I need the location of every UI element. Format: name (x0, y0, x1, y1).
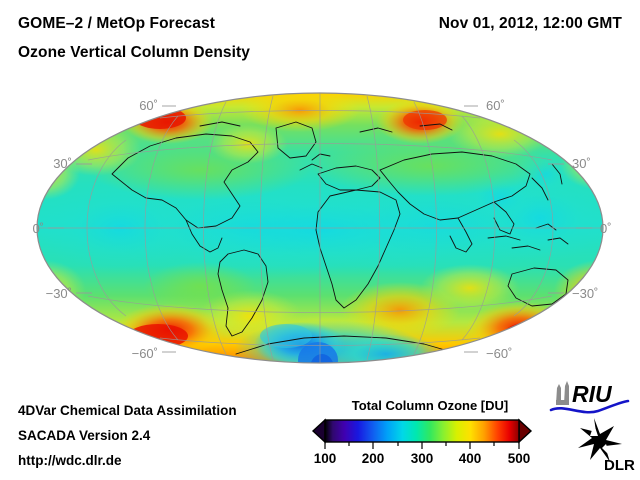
map-svg: 60˚ 30˚ 0˚ −30˚ −60˚ 60˚ 30˚ 0˚ −30˚ −60… (32, 92, 612, 364)
lat-label-right-m60: −60˚ (486, 346, 512, 361)
lat-label-right-0: 0˚ (600, 221, 612, 236)
footer-url[interactable]: http://wdc.dlr.de (18, 453, 122, 468)
latitude-labels: 60˚ 30˚ 0˚ −30˚ −60˚ 60˚ 30˚ 0˚ −30˚ −60… (32, 98, 611, 361)
world-ozone-map: 60˚ 30˚ 0˚ −30˚ −60˚ 60˚ 30˚ 0˚ −30˚ −60… (0, 78, 640, 378)
colorbar: 100 200 300 400 500 (306, 418, 538, 470)
footer-version: SACADA Version 2.4 (18, 428, 151, 443)
colorbar-extend-high-arrow (518, 418, 533, 444)
ozone-field (37, 93, 603, 363)
logos-svg: RIU DLR (549, 381, 635, 474)
dlr-logo-text: DLR (604, 457, 635, 470)
riu-logo-text: RIU (572, 381, 613, 407)
colorbar-gradient (324, 419, 520, 443)
lat-label-left-m30: −30˚ (46, 286, 72, 301)
footer-method: 4DVar Chemical Data Assimilation (18, 403, 237, 418)
lat-label-right-m30: −30˚ (572, 286, 598, 301)
colorbar-ticks (324, 442, 520, 449)
page-title: GOME–2 / MetOp Forecast (18, 15, 215, 32)
globe-outline (36, 92, 604, 364)
lat-label-left-30: 30˚ (53, 156, 72, 171)
colorbar-tick-labels: 100 200 300 400 500 (314, 451, 531, 466)
colorbar-tick-500: 500 (508, 451, 531, 466)
institution-logos: RIU DLR (548, 374, 640, 474)
colorbar-tick-300: 300 (411, 451, 434, 466)
riu-logo: RIU (549, 381, 630, 414)
dlr-logo: DLR (578, 418, 635, 474)
page-subtitle: Ozone Vertical Column Density (18, 44, 251, 61)
colorbar-title: Total Column Ozone [DU] (351, 398, 509, 413)
colorbar-extend-low-arrow (311, 418, 326, 444)
lat-label-right-60: 60˚ (486, 98, 505, 113)
colorbar-tick-100: 100 (314, 451, 337, 466)
lat-label-left-60: 60˚ (139, 98, 158, 113)
colorbar-svg: 100 200 300 400 500 (311, 418, 533, 466)
coastlines (111, 121, 593, 361)
colorbar-tick-400: 400 (459, 451, 482, 466)
lat-label-left-0: 0˚ (32, 221, 44, 236)
latitude-tick-marks (48, 105, 592, 353)
lat-label-left-m60: −60˚ (132, 346, 158, 361)
lat-label-right-30: 30˚ (572, 156, 591, 171)
graticule (37, 93, 603, 363)
timestamp-label: Nov 01, 2012, 12:00 GMT (438, 15, 622, 32)
colorbar-tick-200: 200 (362, 451, 385, 466)
